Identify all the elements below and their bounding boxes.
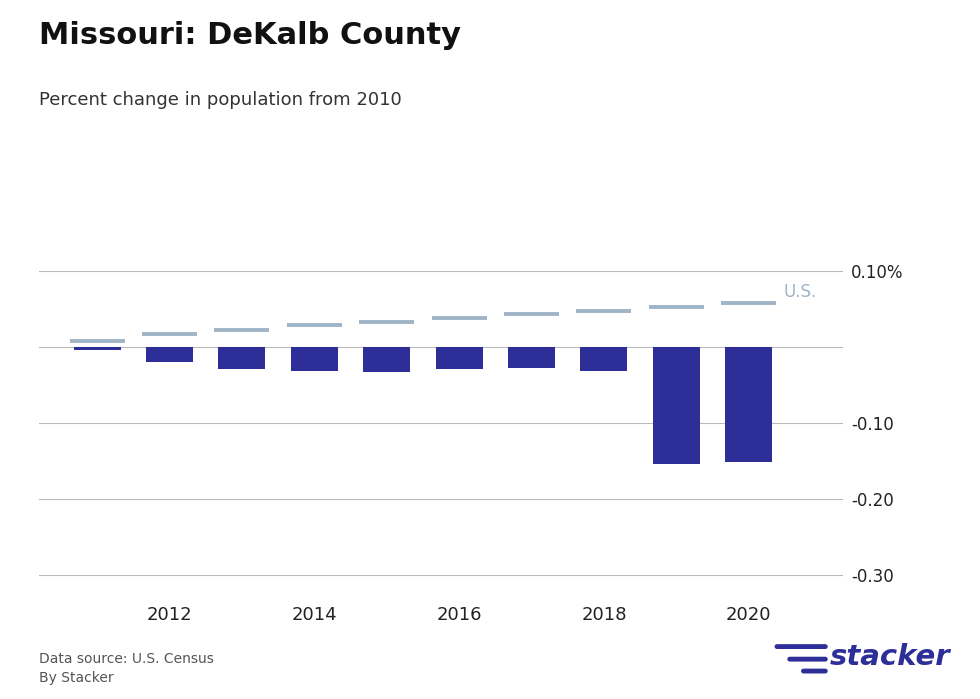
Bar (725, 347, 772, 462)
Text: Missouri: DeKalb County: Missouri: DeKalb County (39, 21, 462, 50)
Text: Percent change in population from 2010: Percent change in population from 2010 (39, 91, 402, 109)
Bar (653, 347, 700, 464)
Bar (146, 347, 193, 362)
Bar (508, 347, 555, 368)
Bar (219, 347, 266, 369)
Bar (291, 347, 338, 371)
Text: Data source: U.S. Census
By Stacker: Data source: U.S. Census By Stacker (39, 651, 214, 685)
Bar (364, 347, 411, 372)
Bar (435, 347, 482, 369)
Text: U.S.: U.S. (783, 283, 816, 301)
Bar (74, 347, 121, 350)
Bar (580, 347, 627, 371)
Text: stacker: stacker (830, 643, 951, 671)
